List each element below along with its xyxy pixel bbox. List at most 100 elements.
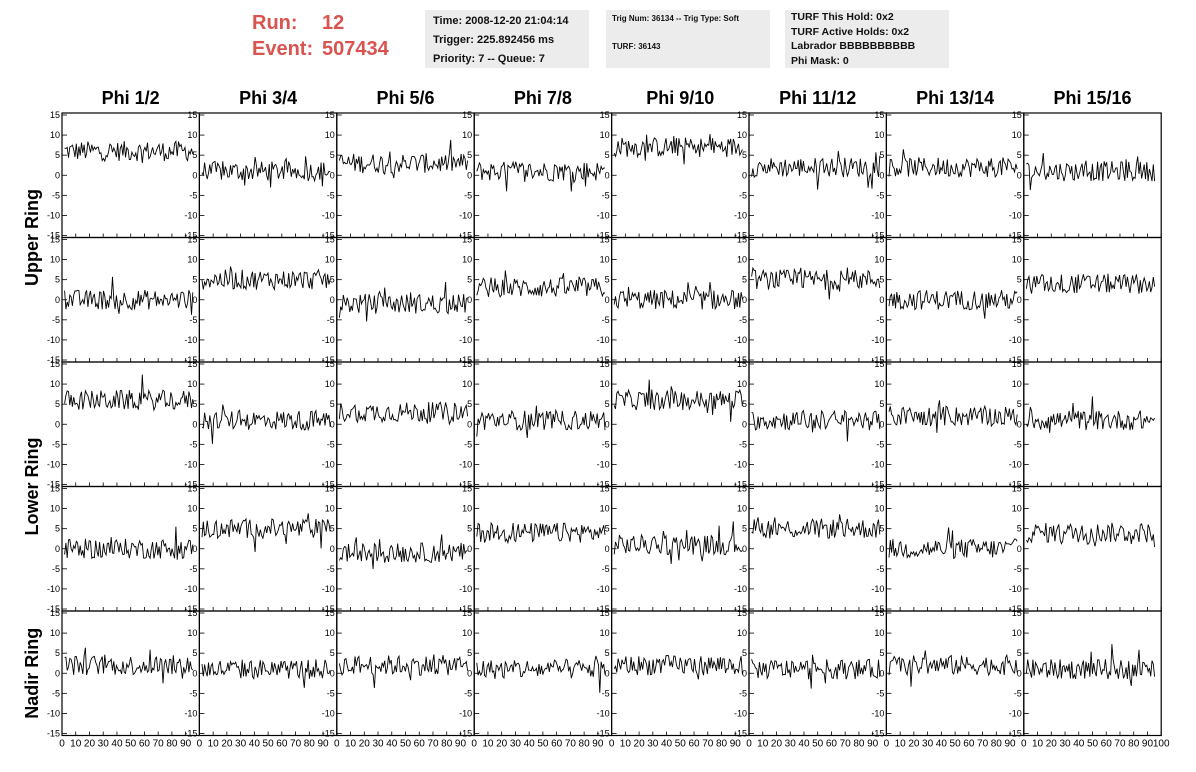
y-tick-label: 10 [600, 379, 610, 389]
y-tick-label: -15 [184, 355, 197, 365]
y-tick-label: 0 [1017, 295, 1022, 305]
y-tick-label: 0 [192, 295, 197, 305]
y-tick-label: 10 [874, 255, 884, 265]
x-tick-label: 40 [798, 739, 810, 750]
x-tick-label: 50 [125, 739, 137, 750]
x-tick-label: 0 [884, 739, 890, 750]
x-tick-label: 10 [757, 739, 769, 750]
panel-frame [748, 112, 887, 239]
x-tick-label: 0 [471, 739, 477, 750]
x-tick-label: 10 [482, 739, 494, 750]
y-tick-label: -5 [464, 688, 472, 698]
y-tick-label: 10 [874, 628, 884, 638]
y-tick-label: 15 [325, 359, 335, 369]
y-tick-label: 10 [187, 379, 197, 389]
y-tick-label: 10 [50, 504, 60, 514]
y-tick-label: 10 [50, 379, 60, 389]
y-tick-label: -15 [871, 231, 884, 241]
y-tick-label: 10 [1012, 379, 1022, 389]
y-tick-label: -10 [322, 210, 335, 220]
y-tick-label: 15 [737, 608, 747, 618]
y-tick-label: -5 [189, 315, 197, 325]
y-tick-label: 0 [55, 295, 60, 305]
y-tick-label: 0 [330, 544, 335, 554]
y-tick-label: -5 [464, 564, 472, 574]
x-tick-label: 20 [771, 739, 783, 750]
y-tick-label: -5 [876, 439, 884, 449]
y-tick-label: -10 [459, 708, 472, 718]
waveform-trace [1025, 644, 1156, 686]
y-tick-label: 0 [742, 170, 747, 180]
y-tick-label: -15 [871, 604, 884, 614]
waveform-trace [613, 134, 743, 165]
panel-frame [610, 361, 750, 488]
y-tick-label: 15 [325, 235, 335, 245]
y-tick-label: -10 [871, 459, 884, 469]
y-tick-label: -15 [871, 480, 884, 490]
y-tick-label: -5 [1014, 190, 1022, 200]
y-tick-label: 10 [1012, 255, 1022, 265]
y-tick-label: -5 [602, 688, 610, 698]
waveform-trace [476, 270, 606, 298]
y-tick-label: 0 [879, 668, 884, 678]
y-tick-label: 5 [879, 150, 884, 160]
y-tick-label: -5 [189, 190, 197, 200]
y-tick-label: 0 [192, 544, 197, 554]
y-tick-label: 10 [737, 504, 747, 514]
column-header: Phi 9/10 [646, 88, 714, 108]
y-tick-label: 15 [325, 484, 335, 494]
y-tick-label: 0 [742, 419, 747, 429]
y-tick-label: 0 [330, 419, 335, 429]
y-tick-label: 5 [330, 648, 335, 658]
x-tick-label: 10 [70, 739, 82, 750]
waveform-trace [1026, 396, 1155, 433]
x-tick-label: 90 [317, 739, 329, 750]
y-tick-label: 5 [192, 648, 197, 658]
time-line: Time: 2008-12-20 21:04:14 [433, 15, 569, 27]
y-tick-label: 0 [605, 668, 610, 678]
y-tick-label: -15 [1009, 480, 1022, 490]
y-tick-label: -5 [464, 315, 472, 325]
y-tick-label: 15 [600, 608, 610, 618]
y-tick-label: 15 [187, 110, 197, 120]
x-tick-label: 80 [166, 739, 178, 750]
panel-frame [748, 610, 887, 737]
y-tick-label: 5 [192, 275, 197, 285]
x-tick-label: 80 [1128, 739, 1140, 750]
panel-frame [1023, 361, 1162, 488]
y-tick-label: 15 [737, 110, 747, 120]
y-tick-label: 10 [187, 255, 197, 265]
y-tick-label: 10 [462, 504, 472, 514]
y-tick-label: -15 [734, 231, 747, 241]
y-tick-label: -15 [1009, 355, 1022, 365]
x-tick-label: 90 [180, 739, 192, 750]
trigger-info-panel: Trig Num: 36134 -- Trig Type: Soft TURF:… [606, 10, 770, 68]
y-tick-label: 10 [187, 130, 197, 140]
y-tick-label: 5 [742, 150, 747, 160]
waveform-trace [1025, 273, 1156, 294]
y-tick-label: -5 [602, 315, 610, 325]
x-tick-label: 60 [688, 739, 700, 750]
turf-info-panel: TURF This Hold: 0x2 TURF Active Holds: 0… [785, 10, 949, 68]
x-tick-label: 80 [853, 739, 865, 750]
y-tick-label: -15 [459, 480, 472, 490]
y-tick-label: 0 [605, 170, 610, 180]
x-tick-label: 70 [153, 739, 165, 750]
y-tick-label: -10 [47, 584, 60, 594]
x-tick-label: 10 [345, 739, 357, 750]
trig-num-line: Trig Num: 36134 -- Trig Type: Soft [612, 14, 739, 23]
y-tick-label: 5 [467, 648, 472, 658]
y-tick-label: 10 [1012, 130, 1022, 140]
y-tick-label: 10 [874, 379, 884, 389]
x-tick-label: 50 [263, 739, 275, 750]
y-tick-label: 10 [462, 628, 472, 638]
y-tick-label: -15 [597, 480, 610, 490]
turf-hold-line: TURF This Hold: 0x2 [791, 11, 894, 23]
x-tick-label: 30 [235, 739, 247, 750]
y-tick-label: -5 [189, 439, 197, 449]
y-tick-label: -5 [464, 190, 472, 200]
y-tick-label: 0 [192, 170, 197, 180]
y-tick-label: -15 [322, 355, 335, 365]
x-tick-label: 60 [139, 739, 151, 750]
y-tick-label: -5 [52, 190, 60, 200]
